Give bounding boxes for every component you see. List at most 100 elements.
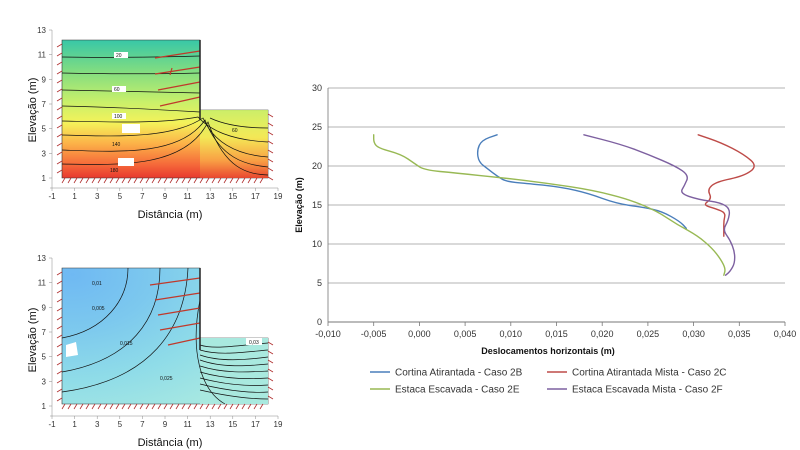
chart-gridlines xyxy=(327,87,785,323)
top-support-marker xyxy=(61,177,66,184)
bottom-x-tick-label: 15 xyxy=(228,420,237,429)
chart-series xyxy=(372,134,755,276)
bottom-support-marker xyxy=(56,289,63,294)
bottom-support-marker xyxy=(267,386,274,391)
bottom-support-marker xyxy=(61,403,66,410)
bottom-support-marker xyxy=(151,403,156,410)
bottom-y-tick-label: 7 xyxy=(42,328,47,337)
top-contour-label: 60 xyxy=(114,87,120,93)
bottom-support-marker xyxy=(267,377,274,382)
top-x-tick-label: 1 xyxy=(72,192,77,201)
bottom-x-tick-label: 17 xyxy=(251,420,260,429)
top-x-tick-label: 9 xyxy=(163,192,168,201)
top-support-marker xyxy=(103,177,108,184)
bottom-support-marker xyxy=(73,403,78,410)
top-contour-label: 180 xyxy=(110,168,119,174)
chart-y-tick-label: 15 xyxy=(312,200,322,210)
top-x-tick-label: 13 xyxy=(206,192,215,201)
bottom-support-marker xyxy=(267,341,274,346)
bottom-y-tick-label: 3 xyxy=(42,377,47,386)
chart-y-tick-label: 0 xyxy=(317,317,322,327)
chart-legend: Cortina Atirantada - Caso 2B Cortina Atir… xyxy=(370,368,727,396)
bottom-support-marker xyxy=(211,403,216,410)
top-support-marker xyxy=(175,177,180,184)
top-y-tick-label: 7 xyxy=(42,100,47,109)
top-support-marker xyxy=(267,176,274,181)
top-support-marker xyxy=(253,177,258,184)
top-y-tick-label: 3 xyxy=(42,149,47,158)
bottom-support-marker xyxy=(133,403,138,410)
top-support-marker xyxy=(56,70,63,75)
legend-label: Cortina Atirantada - Caso 2B xyxy=(395,368,523,379)
top-support-marker xyxy=(169,177,174,184)
top-support-marker xyxy=(56,79,63,84)
bottom-support-marker xyxy=(205,403,210,410)
top-support-marker xyxy=(267,167,274,172)
chart-x-tick-label: 0,030 xyxy=(682,329,705,339)
top-support-marker xyxy=(56,52,63,57)
top-support-marker xyxy=(127,177,132,184)
top-support-marker xyxy=(267,149,274,154)
bottom-support-marker xyxy=(56,334,63,339)
top-support-marker xyxy=(217,177,222,184)
top-support-marker xyxy=(259,177,264,184)
top-contour-label: 20 xyxy=(116,53,122,59)
top-contour-labels: 20 60 100 140 180 60 xyxy=(110,52,238,174)
bottom-support-marker xyxy=(217,403,222,410)
top-support-marker xyxy=(56,43,63,48)
bottom-support-marker xyxy=(193,403,198,410)
top-x-axis-label: Distância (m) xyxy=(138,209,203,221)
bottom-support-marker xyxy=(56,388,63,393)
top-support-marker xyxy=(85,177,90,184)
top-y-tick-label: 13 xyxy=(37,26,46,35)
top-support-marker xyxy=(115,177,120,184)
bottom-support-marker xyxy=(56,280,63,285)
chart-y-tick-label: 20 xyxy=(312,161,322,171)
bottom-support-marker xyxy=(79,403,84,410)
bottom-x-axis-label: Distância (m) xyxy=(138,437,203,449)
bottom-support-marker xyxy=(56,361,63,366)
top-y-axis-label: Elevação (m) xyxy=(27,78,39,143)
top-y-tick-label: 11 xyxy=(38,51,47,60)
top-support-marker xyxy=(109,177,114,184)
bottom-support-marker xyxy=(127,403,132,410)
chart-x-tick-label: -0,010 xyxy=(315,329,341,339)
chart-y-tick-label: 10 xyxy=(312,239,322,249)
bottom-support-marker xyxy=(67,403,72,410)
top-support-marker xyxy=(67,177,72,184)
top-contour-fill-right xyxy=(200,110,268,178)
top-support-marker xyxy=(56,124,63,129)
bottom-x-tick-label: 13 xyxy=(206,420,215,429)
bottom-support-marker xyxy=(56,298,63,303)
top-y-tick-label: 5 xyxy=(42,125,47,134)
series-line-2c xyxy=(697,134,755,237)
top-support-marker xyxy=(56,160,63,165)
top-support-marker xyxy=(199,177,204,184)
bottom-x-tick-label: 5 xyxy=(118,420,123,429)
bottom-support-marker xyxy=(229,403,234,410)
top-contour-label: 100 xyxy=(114,114,123,120)
bottom-support-marker xyxy=(56,379,63,384)
top-x-tick-label: 7 xyxy=(140,192,145,201)
bottom-support-marker xyxy=(56,316,63,321)
top-contour-panel: 20 60 100 140 180 60 -1 1 3 5 7 9 11 13 15 17 19 1… xyxy=(27,26,283,221)
bottom-contour-label: 0,01 xyxy=(92,281,102,287)
bottom-support-marker xyxy=(187,403,192,410)
chart-y-ticks: 0 5 10 15 20 25 30 xyxy=(312,83,322,327)
bottom-support-marker xyxy=(267,368,274,373)
bottom-y-tick-label: 1 xyxy=(42,402,47,411)
bottom-x-tick-label: 11 xyxy=(183,420,192,429)
bottom-contour-label: 0,03 xyxy=(249,340,259,346)
bottom-support-marker xyxy=(247,403,252,410)
top-support-marker xyxy=(97,177,102,184)
bottom-support-marker xyxy=(259,403,264,410)
legend-label: Estaca Escavada - Caso 2E xyxy=(395,385,520,396)
top-boundary-markers xyxy=(56,43,274,184)
displacement-chart: 0 5 10 15 20 25 30 -0,010 -0,005 0,000 0,005 0,010… xyxy=(294,83,796,396)
bottom-support-marker xyxy=(163,403,168,410)
top-blank-patch-2 xyxy=(118,158,134,166)
top-x-tick-label: -1 xyxy=(48,192,56,201)
chart-x-tick-label: 0,035 xyxy=(728,329,751,339)
